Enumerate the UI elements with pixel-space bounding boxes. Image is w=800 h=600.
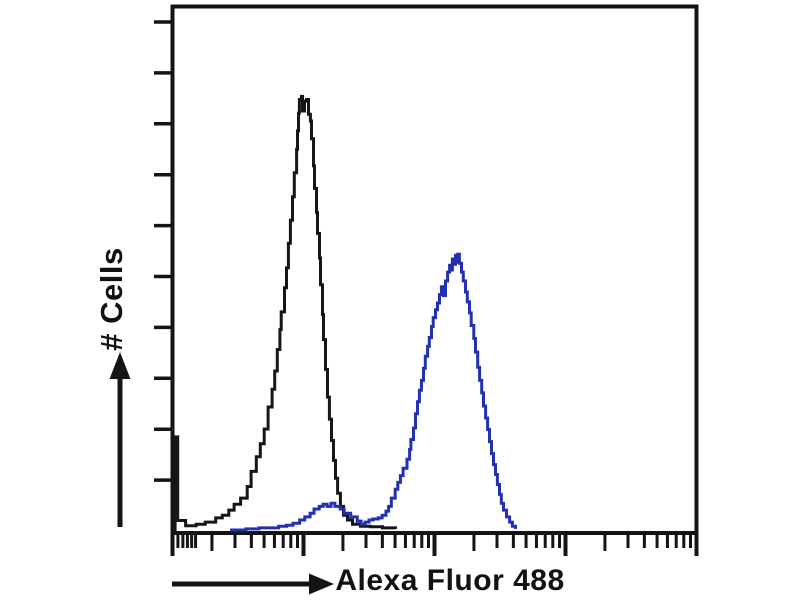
- y-axis-arrow-icon: [109, 352, 131, 527]
- histogram-curves: [173, 94, 517, 532]
- x-axis-ticks: [170, 534, 699, 556]
- x-axis-arrow-icon: [172, 573, 334, 595]
- x-axis-label: Alexa Fluor 488: [335, 564, 565, 597]
- curve-control-unstained: [173, 94, 397, 531]
- y-axis-label: # Cells: [94, 247, 129, 351]
- plot-border: [170, 4, 699, 535]
- y-axis-ticks: [154, 20, 171, 482]
- curve-stained-alexa-fluor-488: [230, 252, 517, 532]
